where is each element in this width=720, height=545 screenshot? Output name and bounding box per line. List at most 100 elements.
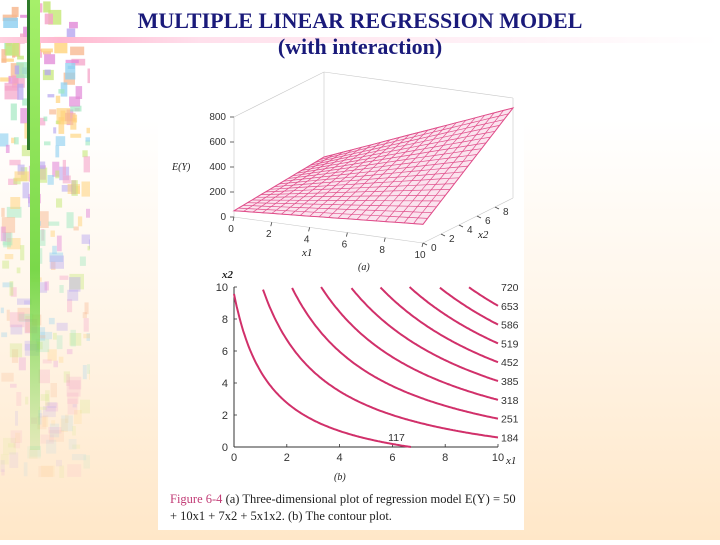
strip-blot xyxy=(86,127,95,134)
x1-tick xyxy=(383,237,386,242)
strip-blot xyxy=(40,434,54,444)
strip-blot xyxy=(69,96,81,107)
strip-blot xyxy=(1,469,5,476)
strip-blot xyxy=(45,402,59,412)
x2-tick-label: 2 xyxy=(449,234,455,245)
decorative-side-strip xyxy=(0,0,98,540)
x1-tick-label: 2 xyxy=(266,229,272,240)
contour-level-label: 184 xyxy=(501,433,519,445)
strip-blot xyxy=(9,452,19,468)
strip-blot xyxy=(20,108,29,124)
strip-blot xyxy=(86,208,92,218)
strip-blot xyxy=(36,167,48,183)
regression-figure: 0 200 400 600 800 0 2 4 6 8 10 0 2 4 6 8 E(Y) x1 x2 (a)… xyxy=(158,60,524,530)
contour-line xyxy=(379,286,499,364)
strip-blot xyxy=(62,159,66,176)
contour-line xyxy=(350,287,499,382)
strip-blot xyxy=(14,137,19,145)
surface-mesh-line xyxy=(305,130,496,169)
strip-blot xyxy=(7,238,21,250)
strip-blot xyxy=(48,317,55,325)
contour-y-axis-label: x2 xyxy=(221,269,234,281)
strip-blot xyxy=(65,59,79,64)
surface-mesh-line xyxy=(278,165,469,185)
surface-mesh-line xyxy=(287,154,478,179)
strip-blot xyxy=(8,178,18,185)
strip-blot xyxy=(68,376,82,390)
contour-line xyxy=(408,286,499,345)
strip-blot xyxy=(56,322,68,331)
strip-blot xyxy=(69,273,84,290)
x1-tick xyxy=(346,232,348,237)
strip-blot xyxy=(40,331,53,340)
strip-blot xyxy=(35,161,46,170)
strip-blot xyxy=(1,58,14,62)
strip-blot xyxy=(43,406,56,418)
surface-axes: 0 200 400 600 800 0 2 4 6 8 10 0 2 4 6 8 xyxy=(209,71,514,261)
strip-blot xyxy=(42,415,49,427)
strip-blot xyxy=(55,145,60,158)
strip-blot xyxy=(1,217,16,233)
contour-line xyxy=(291,287,499,420)
strip-blot xyxy=(9,159,21,166)
strip-blot xyxy=(85,137,98,142)
contour-level-label: 251 xyxy=(501,414,519,426)
strip-blot xyxy=(1,207,5,217)
surface-mesh-line xyxy=(319,113,509,161)
strip-blot xyxy=(36,117,46,126)
strip-blot xyxy=(11,137,16,144)
strip-blot xyxy=(40,394,49,401)
strip-blot xyxy=(3,17,19,28)
strip-blot xyxy=(3,241,11,248)
x1-tick xyxy=(308,227,310,232)
strip-blot xyxy=(44,141,51,146)
figure-caption-text-1: (a) Three-dimensional plot of regression… xyxy=(225,492,516,506)
contour-y-tick-label: 10 xyxy=(216,282,228,294)
contour-axes: 0 2 4 6 8 10 0 2 4 6 8 10 xyxy=(216,282,504,464)
x1-tick-label: 10 xyxy=(414,250,426,261)
x2-tick-label: 6 xyxy=(485,216,491,227)
strip-blot xyxy=(53,332,57,340)
contour-line xyxy=(439,286,499,326)
strip-blot xyxy=(60,418,68,432)
contour-x-axis-label: x1 xyxy=(505,455,516,467)
strip-blot xyxy=(1,49,7,63)
strip-blot xyxy=(66,380,81,397)
strip-blot xyxy=(37,248,43,264)
strip-blot xyxy=(24,300,32,305)
strip-blot xyxy=(0,226,6,242)
strip-blot xyxy=(56,459,62,467)
x2-tick xyxy=(458,224,464,228)
strip-blot xyxy=(55,170,60,179)
strip-blot xyxy=(17,55,24,60)
strip-blot xyxy=(15,410,18,426)
x1-tick-label: 4 xyxy=(304,234,310,245)
strip-blot xyxy=(16,392,22,406)
surface-mesh-line xyxy=(323,107,514,158)
contour-y-tick-label: 0 xyxy=(222,442,228,454)
strip-blot xyxy=(14,171,30,182)
strip-blot xyxy=(38,369,50,384)
surface-mesh-line xyxy=(265,183,455,193)
strip-blot xyxy=(63,371,70,383)
contour-level-label: 117 xyxy=(388,432,405,444)
x2-tick xyxy=(422,242,428,246)
decorative-dark-bar xyxy=(27,0,30,150)
surface-mesh-line xyxy=(251,199,442,202)
strip-blot xyxy=(70,133,82,138)
surface-mesh-line xyxy=(260,189,451,195)
strip-blot xyxy=(67,464,82,477)
x2-tick-label: 8 xyxy=(503,207,509,218)
strip-blot xyxy=(38,466,53,478)
strip-blot xyxy=(72,114,78,123)
contour-plot-panel: 0 2 4 6 8 10 0 2 4 6 8 10 117 184 251 318 385 452 519 586 6… xyxy=(216,269,519,483)
strip-blot xyxy=(4,254,14,260)
contour-level-label: 653 xyxy=(501,301,519,313)
strip-blot xyxy=(69,21,78,29)
strip-blot xyxy=(42,359,52,364)
strip-blot xyxy=(81,234,93,244)
contour-line xyxy=(320,286,499,401)
decorative-green-bar xyxy=(30,0,40,450)
panel-a-label: (a) xyxy=(358,262,370,273)
strip-blot xyxy=(49,429,64,442)
